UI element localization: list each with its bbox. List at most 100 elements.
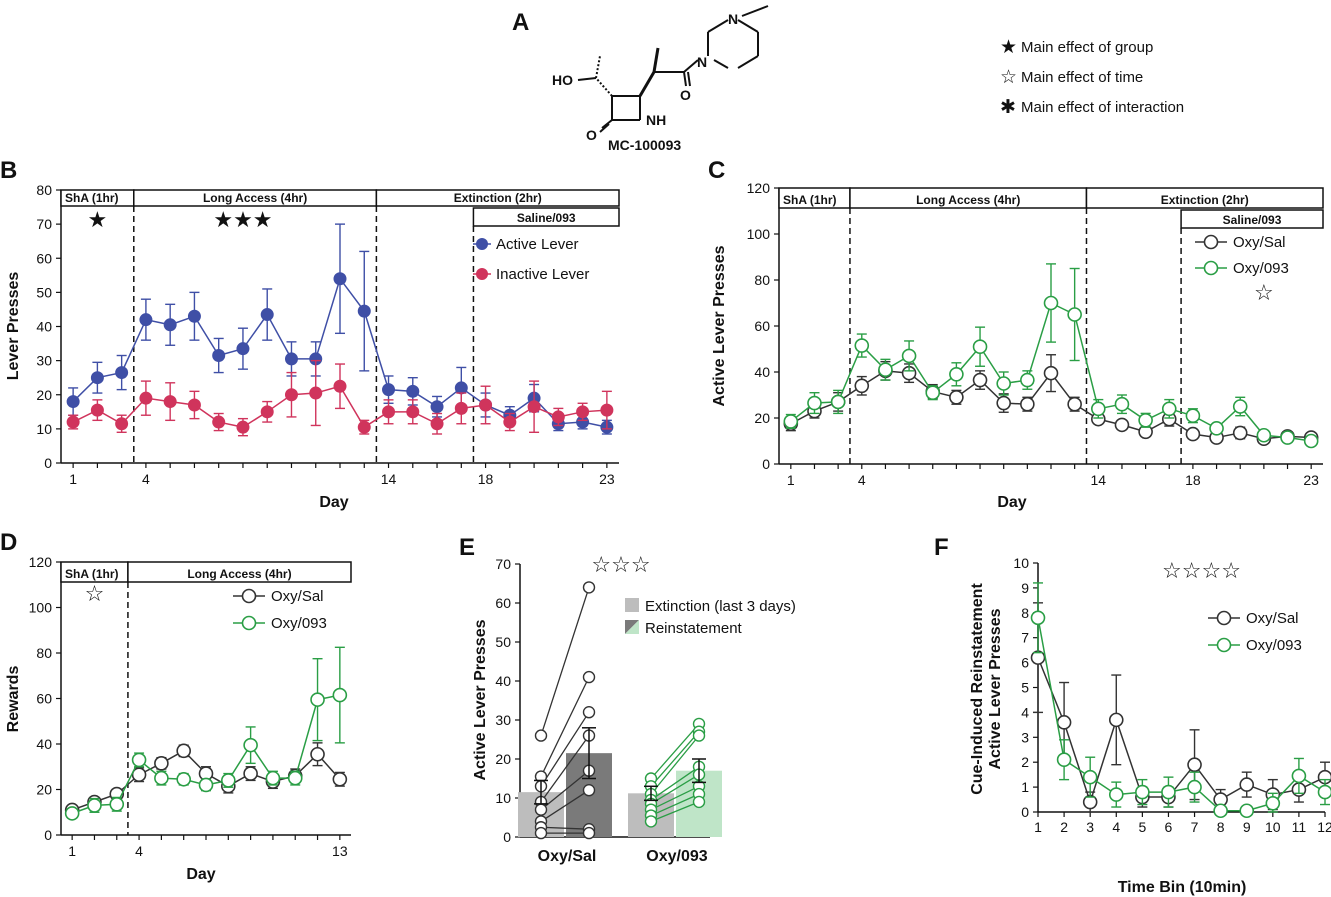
data-point (1030, 610, 1046, 626)
x-tick-label: 14 (381, 471, 397, 487)
panel-d: D 0 20 40 60 80 100 120 1 4 13 Day Rewards ShA (1hr) L… (0, 529, 352, 883)
data-point (854, 338, 870, 353)
data-point (1067, 307, 1082, 322)
panel-letter-d: D (0, 529, 17, 556)
data-point (284, 388, 298, 402)
amide-bond (683, 71, 687, 87)
y-tick-label: 7 (1021, 630, 1029, 646)
panel-letter-a: A (512, 9, 529, 36)
y-tick-label: 80 (754, 272, 770, 288)
data-point (310, 746, 325, 762)
series-line (1037, 657, 1326, 805)
data-point (109, 796, 125, 812)
data-point (1265, 795, 1281, 811)
y-tick-label: 5 (1021, 680, 1029, 696)
data-point (430, 400, 444, 414)
x-tick-label: 1 (1034, 819, 1042, 835)
data-point (1114, 396, 1130, 412)
subject-line (540, 711, 590, 787)
carbonyl-bond (601, 119, 613, 129)
data-point (527, 400, 541, 414)
y-tick-label: 1 (1021, 779, 1029, 795)
phase-box (1085, 187, 1324, 209)
legend-label: Active Lever (496, 236, 579, 253)
y-tick-label: 60 (36, 691, 52, 707)
data-point (1161, 401, 1177, 417)
legend-label: Reinstatement (645, 620, 743, 637)
x-tick-label: 5 (1138, 819, 1146, 835)
legend-marker (476, 238, 488, 250)
x-tick-label: 9 (1243, 819, 1251, 835)
data-point (309, 386, 323, 400)
phase-label: Extinction (2hr) (454, 191, 542, 205)
piperazine-n-label: N (697, 54, 707, 70)
subject-point (582, 581, 596, 594)
y-tick-label: 120 (747, 180, 771, 196)
data-point (357, 304, 371, 318)
phase-label: ShA (1hr) (65, 567, 119, 581)
phase-label: ShA (1hr) (783, 193, 837, 207)
phase-label: Extinction (2hr) (1161, 193, 1249, 207)
data-point (1138, 412, 1153, 428)
data-point (212, 415, 226, 429)
subject-line (540, 676, 590, 777)
legend-marker (241, 615, 257, 631)
y-axis-title: Active Lever Presses (711, 245, 728, 406)
group-label: Oxy/093 (646, 848, 707, 865)
data-point (1239, 803, 1255, 819)
data-point (972, 372, 988, 388)
data-point (1232, 425, 1248, 441)
data-point (265, 770, 281, 786)
phase-label: Saline/093 (517, 211, 576, 225)
y-tick-label: 60 (495, 595, 511, 611)
methyl-bond (741, 5, 769, 17)
data-point (139, 391, 153, 405)
data-point (154, 770, 169, 786)
data-point (1280, 430, 1295, 445)
data-point (1043, 365, 1059, 381)
subject-line (540, 789, 590, 822)
data-point (972, 339, 988, 355)
y-tick-label: 0 (762, 456, 770, 472)
y-tick-label: 10 (1013, 555, 1029, 571)
y-tick-label: 8 (1021, 605, 1029, 621)
data-point (382, 383, 396, 397)
asterisk-icon: ✱ (1000, 97, 1016, 118)
significance-mark: ★ (88, 207, 108, 232)
y-axis-title: Rewards (5, 666, 22, 733)
x-axis-title: Day (319, 494, 348, 511)
subject-point (692, 729, 706, 742)
panel-letter-b: B (0, 157, 17, 184)
bond (683, 59, 699, 73)
data-point (1108, 787, 1124, 802)
data-point (236, 342, 250, 356)
data-point (1135, 784, 1150, 800)
data-point (807, 395, 822, 411)
x-tick-label: 4 (135, 843, 143, 859)
legend-marker (1203, 260, 1219, 276)
phase-label: Long Access (4hr) (203, 191, 307, 205)
y-tick-label: 100 (747, 226, 771, 242)
legend-label: Extinction (last 3 days) (645, 598, 796, 615)
subject-point (582, 784, 596, 797)
x-tick-label: 13 (332, 843, 348, 859)
data-point (187, 398, 201, 412)
series-oxy-sal (1030, 602, 1331, 813)
legend-label: Oxy/Sal (1233, 234, 1286, 251)
data-point (187, 309, 201, 323)
data-point (287, 770, 303, 786)
legend-marker (1216, 637, 1232, 653)
x-tick-label: 1 (68, 843, 76, 859)
data-point (1056, 752, 1072, 768)
stereo-bond (595, 77, 613, 97)
data-point (600, 403, 614, 417)
y-tick-label: 2 (1021, 754, 1029, 770)
y-tick-label: 0 (44, 827, 52, 843)
x-tick-label: 23 (599, 471, 615, 487)
x-tick-label: 7 (1191, 819, 1199, 835)
legend-label: Oxy/Sal (1246, 610, 1299, 627)
subject-point (582, 826, 596, 840)
